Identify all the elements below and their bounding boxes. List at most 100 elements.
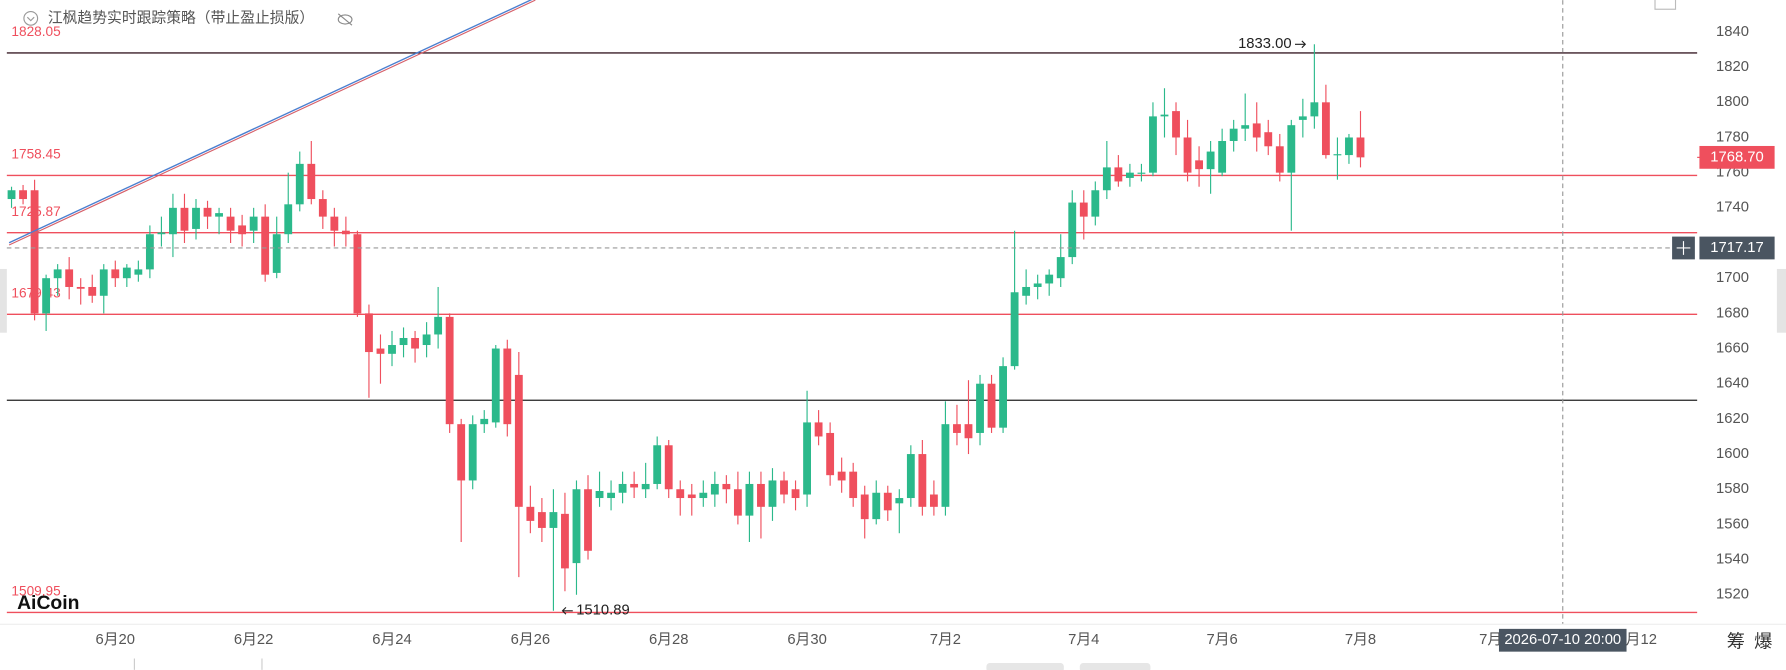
max-arrow — [1295, 40, 1307, 49]
candle-body — [19, 190, 27, 200]
candle-body — [826, 432, 835, 476]
candle-body — [618, 483, 627, 493]
candle-body — [434, 316, 443, 335]
candle-body — [791, 489, 800, 499]
candle-body — [676, 489, 685, 499]
candle-body — [572, 489, 581, 564]
side-button[interactable]: 爆 — [1754, 631, 1772, 651]
y-tick-label: 1820 — [1716, 59, 1749, 75]
candle-body — [1056, 257, 1065, 279]
candle-body — [918, 454, 927, 507]
candle-body — [664, 445, 673, 490]
candle-body — [1356, 137, 1365, 158]
candle-body — [1321, 102, 1330, 156]
candle-body — [99, 269, 108, 296]
candle-body — [549, 512, 558, 528]
settings-button[interactable] — [1654, 0, 1677, 10]
candle-body — [999, 366, 1007, 428]
candle-body — [330, 216, 339, 231]
candle-body — [630, 483, 639, 488]
candle-body — [561, 513, 569, 569]
x-tick-label: 7月12 — [1617, 632, 1657, 648]
crosshair-price-tag — [1699, 236, 1775, 260]
candle-body — [1218, 141, 1227, 173]
scroll-box[interactable] — [986, 663, 1064, 670]
candle-body — [906, 454, 915, 499]
hide-icon[interactable] — [337, 13, 353, 26]
candle-body — [1010, 292, 1019, 367]
level-label: 1828.05 — [11, 24, 61, 39]
candle-body — [422, 334, 431, 346]
candle-body — [745, 483, 754, 516]
scroll-box[interactable] — [1079, 663, 1151, 670]
candle-body — [7, 190, 16, 200]
x-tick-label: 7月8 — [1345, 632, 1376, 648]
last-price: 1768.70 — [1710, 149, 1763, 165]
crosshair-time-tag — [1498, 628, 1627, 652]
candle-body — [929, 494, 938, 507]
candle-body — [1252, 123, 1261, 138]
candle-body — [30, 190, 39, 314]
candle-body — [1068, 202, 1077, 258]
candle-body — [883, 492, 892, 511]
y-tick-label: 1580 — [1716, 481, 1749, 497]
y-tick-label: 1540 — [1716, 551, 1749, 567]
x-tick-label: 6月28 — [649, 632, 688, 648]
max-label: 1833.00 — [1238, 36, 1291, 52]
candle-body — [42, 278, 51, 314]
x-tick-label: 6月22 — [234, 632, 274, 648]
candle-body — [1033, 283, 1042, 287]
candle-body — [145, 234, 154, 270]
min-arrow — [561, 606, 573, 615]
candle-body — [987, 383, 996, 428]
candle-body — [318, 199, 327, 217]
candle-body — [111, 269, 120, 279]
candle-body — [710, 483, 719, 495]
y-tick-label: 1600 — [1716, 446, 1749, 462]
x-tick-label: 7月2 — [930, 632, 961, 648]
y-tick-label: 1780 — [1716, 129, 1749, 145]
candle-body — [169, 207, 177, 235]
candle-body — [653, 445, 662, 484]
candle-body — [837, 471, 846, 481]
candle-body — [1264, 132, 1273, 147]
candle-body — [1079, 202, 1088, 217]
x-tick-label: 6月24 — [372, 632, 412, 648]
candle-body — [803, 422, 811, 495]
candle-body — [895, 498, 904, 504]
x-tick-label: 7月4 — [1068, 632, 1099, 648]
x-tick-label: 6月30 — [787, 632, 826, 648]
candle-body — [445, 316, 454, 425]
candle-body — [203, 207, 212, 217]
candle-body — [941, 424, 950, 507]
collapse-icon[interactable] — [23, 10, 39, 26]
candle-body — [1137, 172, 1146, 174]
candle-body — [65, 269, 74, 287]
left-handle[interactable] — [0, 268, 7, 333]
candle-body — [537, 512, 546, 528]
right-handle[interactable] — [1776, 268, 1786, 333]
candle-body — [1114, 167, 1123, 182]
candle-body — [733, 489, 742, 516]
candle-body — [976, 383, 984, 433]
candle-body — [757, 483, 765, 507]
side-button[interactable]: 筹 — [1727, 631, 1745, 651]
candle-body — [1287, 125, 1296, 173]
candle-body — [491, 348, 500, 423]
candle-body — [584, 489, 592, 551]
candle-body — [1333, 154, 1342, 156]
candle-body — [964, 424, 973, 439]
y-tick-label: 1800 — [1716, 94, 1749, 110]
candle-body — [699, 492, 708, 499]
candle-body — [1275, 146, 1284, 173]
trend-line — [8, 0, 533, 244]
candle-body — [607, 492, 615, 499]
candle-body — [353, 234, 362, 314]
y-tick-label: 1840 — [1716, 24, 1749, 40]
candle-body — [411, 337, 419, 349]
candle-body — [341, 230, 350, 235]
min-label: 1510.89 — [576, 603, 629, 619]
candle-body — [814, 422, 823, 437]
